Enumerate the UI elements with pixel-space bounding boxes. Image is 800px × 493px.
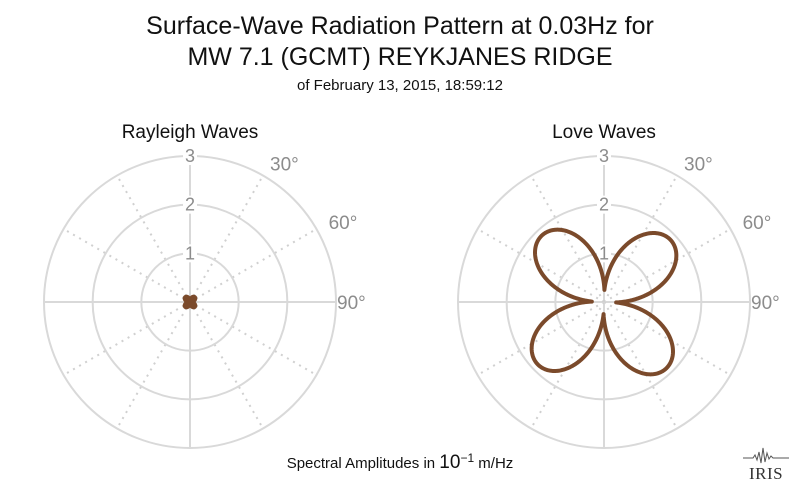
r-tick-backing [183,195,197,214]
footer-prefix: Spectral Amplitudes in [286,455,436,472]
r-tick-label: 3 [185,146,195,166]
r-tick-backing [183,244,197,263]
chart-title-line2: MW 7.1 (GCMT) REYKJANES RIDGE [187,43,613,71]
seismogram-icon [743,447,789,464]
angle-tick-label: 60° [329,213,358,234]
rayleigh-data [182,294,198,310]
love-ticks: 1 2 3 30° 60° 90° [597,146,780,314]
love-panel: Love Waves 1 2 3 30° 60° 90° [457,122,780,449]
angle-tick-label: 30° [270,154,299,175]
chart-title-line1: Surface-Wave Radiation Pattern at 0.03Hz… [146,12,654,40]
footer-caption: Spectral Amplitudes in 10−1 m/Hz [0,451,800,474]
angle-tick-label: 60° [743,213,772,234]
angle-tick-label: 90° [751,293,780,314]
grid-spoke [63,228,191,303]
footer-base: 10 [439,452,461,473]
grid-spoke [603,228,731,303]
grid-spoke [189,301,264,429]
r-tick-label: 1 [599,243,609,263]
grid-spoke [116,175,191,303]
r-tick-backing [183,147,197,165]
angle-tick-label: 30° [684,154,713,175]
iris-logo: IRIS [741,444,791,484]
r-tick-label: 1 [185,243,195,263]
angle-tick-label: 90° [337,293,366,314]
rayleigh-title: Rayleigh Waves [122,122,259,143]
radiation-pattern-line [182,294,198,310]
rayleigh-panel: Rayleigh Waves 1 2 3 30° 60° 90° [43,122,366,449]
logo-text: IRIS [748,464,784,483]
grid-spoke [189,228,317,303]
r-tick-label: 3 [599,146,609,166]
grid-spoke [603,301,678,429]
chart-subtitle: of February 13, 2015, 18:59:12 [297,77,503,94]
grid-spoke [189,301,317,376]
love-data [529,227,679,377]
r-tick-label: 2 [185,195,195,215]
r-tick-label: 2 [599,195,609,215]
r-tick-backing [597,244,611,263]
r-tick-backing [597,195,611,214]
footer-exponent: −1 [460,451,475,465]
grid-spoke [116,301,191,429]
radiation-pattern-line [529,227,679,377]
grid-spoke [63,301,191,376]
grid-spoke [189,175,264,303]
rayleigh-ticks: 1 2 3 30° 60° 90° [183,146,366,314]
love-title: Love Waves [552,122,656,143]
grid-spoke [477,301,605,376]
r-tick-backing [597,147,611,165]
grid-spoke [530,175,605,303]
footer-unit: m/Hz [478,455,514,472]
